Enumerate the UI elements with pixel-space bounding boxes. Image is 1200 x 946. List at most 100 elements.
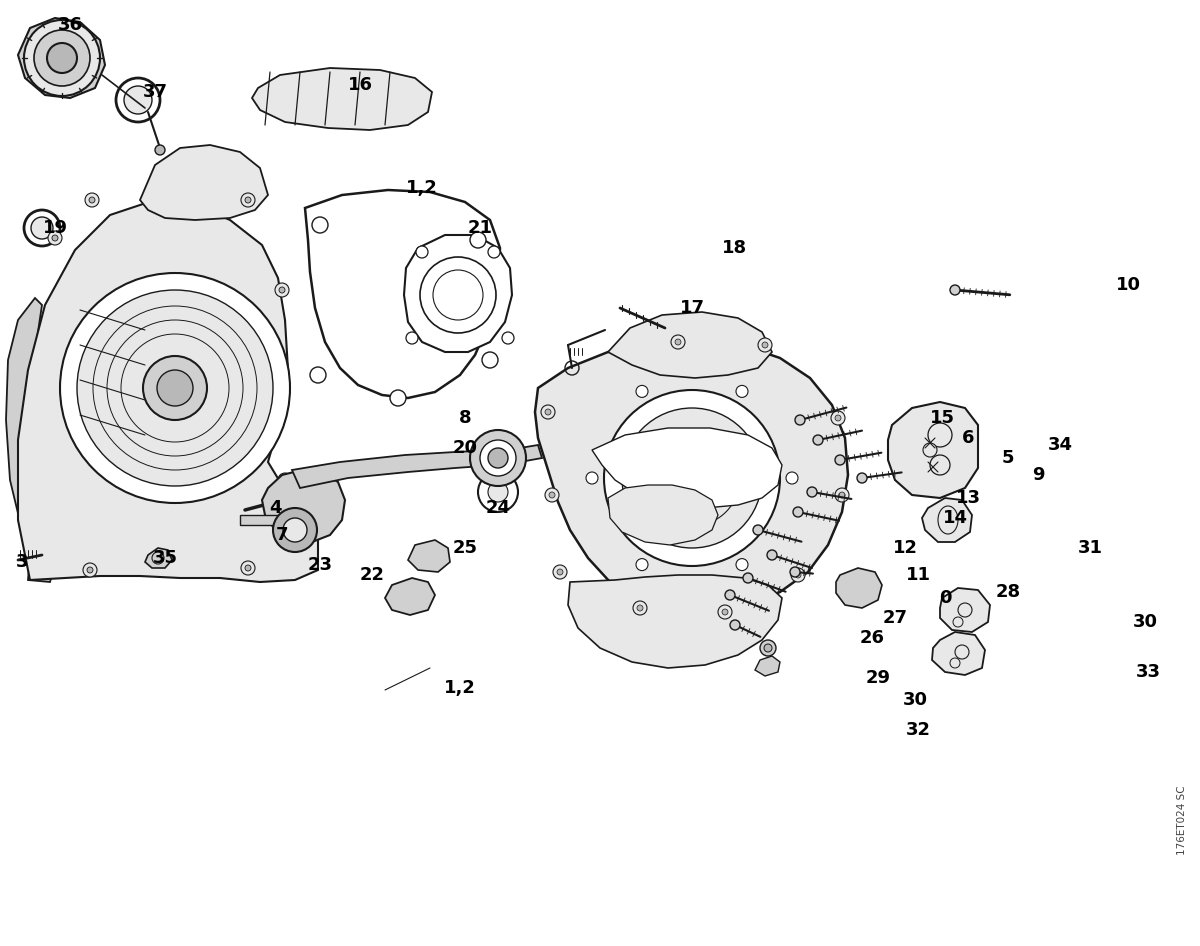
Circle shape (678, 464, 706, 492)
Text: 16: 16 (348, 76, 372, 94)
Polygon shape (145, 548, 172, 568)
Circle shape (636, 558, 648, 570)
Circle shape (790, 567, 800, 577)
Circle shape (796, 572, 802, 578)
Circle shape (416, 246, 428, 258)
Text: 15: 15 (930, 409, 954, 427)
Text: 17: 17 (679, 299, 704, 317)
Polygon shape (305, 190, 500, 398)
Circle shape (88, 567, 94, 573)
Circle shape (278, 473, 292, 487)
Circle shape (791, 568, 805, 582)
Circle shape (553, 565, 568, 579)
Text: 5: 5 (1002, 449, 1014, 467)
Polygon shape (385, 578, 436, 615)
Circle shape (47, 43, 77, 73)
Circle shape (470, 232, 486, 248)
Polygon shape (568, 575, 782, 668)
Polygon shape (18, 200, 318, 582)
Circle shape (488, 448, 508, 468)
Text: 24: 24 (486, 499, 510, 517)
Circle shape (814, 435, 823, 445)
Circle shape (857, 473, 866, 483)
Circle shape (245, 197, 251, 203)
Circle shape (557, 569, 563, 575)
Polygon shape (940, 588, 990, 632)
Circle shape (85, 193, 98, 207)
Text: 1,2: 1,2 (444, 679, 476, 697)
Circle shape (736, 385, 748, 397)
Circle shape (155, 145, 166, 155)
Circle shape (671, 335, 685, 349)
Circle shape (586, 472, 598, 484)
Circle shape (143, 356, 208, 420)
Circle shape (502, 332, 514, 344)
Circle shape (604, 390, 780, 566)
Circle shape (545, 409, 551, 415)
Polygon shape (408, 540, 450, 572)
Text: 30: 30 (902, 691, 928, 709)
Circle shape (762, 342, 768, 348)
Circle shape (760, 640, 776, 656)
Circle shape (390, 390, 406, 406)
Circle shape (541, 405, 554, 419)
Circle shape (312, 217, 328, 233)
Text: 14: 14 (942, 509, 967, 527)
Circle shape (310, 367, 326, 383)
Text: 23: 23 (307, 556, 332, 574)
Circle shape (758, 338, 772, 352)
Circle shape (24, 210, 60, 246)
Circle shape (634, 601, 647, 615)
Polygon shape (922, 498, 972, 542)
Polygon shape (262, 470, 346, 542)
Circle shape (31, 217, 53, 239)
Polygon shape (404, 235, 512, 352)
Circle shape (488, 246, 500, 258)
Circle shape (835, 488, 850, 502)
Circle shape (835, 415, 841, 421)
Text: 3: 3 (16, 553, 29, 571)
Circle shape (278, 287, 286, 293)
Circle shape (637, 605, 643, 611)
Circle shape (470, 430, 526, 486)
Circle shape (839, 492, 845, 498)
Circle shape (283, 518, 307, 542)
Circle shape (124, 86, 152, 114)
Text: 7: 7 (276, 526, 288, 544)
Polygon shape (608, 485, 718, 545)
Polygon shape (592, 428, 782, 508)
Circle shape (480, 440, 516, 476)
Circle shape (274, 508, 317, 552)
Circle shape (83, 563, 97, 577)
Circle shape (482, 352, 498, 368)
Circle shape (241, 193, 256, 207)
Circle shape (636, 385, 648, 397)
Polygon shape (836, 568, 882, 608)
Circle shape (674, 339, 682, 345)
Circle shape (730, 620, 740, 630)
Text: 12: 12 (893, 539, 918, 557)
Circle shape (52, 235, 58, 241)
Circle shape (282, 477, 288, 483)
Circle shape (950, 285, 960, 295)
Circle shape (786, 472, 798, 484)
Text: 13: 13 (955, 489, 980, 507)
Circle shape (550, 492, 554, 498)
Text: 19: 19 (42, 219, 67, 237)
Text: 35: 35 (152, 549, 178, 567)
Circle shape (622, 408, 762, 548)
Circle shape (34, 30, 90, 86)
Circle shape (796, 415, 805, 425)
Circle shape (718, 605, 732, 619)
Circle shape (89, 197, 95, 203)
Circle shape (736, 558, 748, 570)
Circle shape (406, 332, 418, 344)
Text: 176ET024 SC: 176ET024 SC (1177, 785, 1187, 855)
Circle shape (275, 283, 289, 297)
Text: 20: 20 (452, 439, 478, 457)
Text: 37: 37 (143, 83, 168, 101)
Circle shape (157, 370, 193, 406)
Polygon shape (755, 656, 780, 676)
Circle shape (764, 644, 772, 652)
Text: 11: 11 (906, 566, 930, 584)
